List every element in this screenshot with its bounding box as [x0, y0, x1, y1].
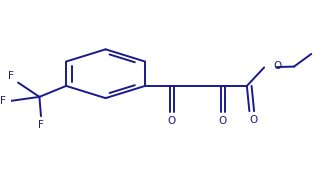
Text: O: O	[218, 116, 227, 126]
Text: O: O	[273, 61, 281, 71]
Text: O: O	[250, 115, 258, 125]
Text: F: F	[0, 96, 6, 106]
Text: O: O	[167, 116, 175, 126]
Text: F: F	[8, 70, 14, 81]
Text: F: F	[38, 120, 44, 130]
